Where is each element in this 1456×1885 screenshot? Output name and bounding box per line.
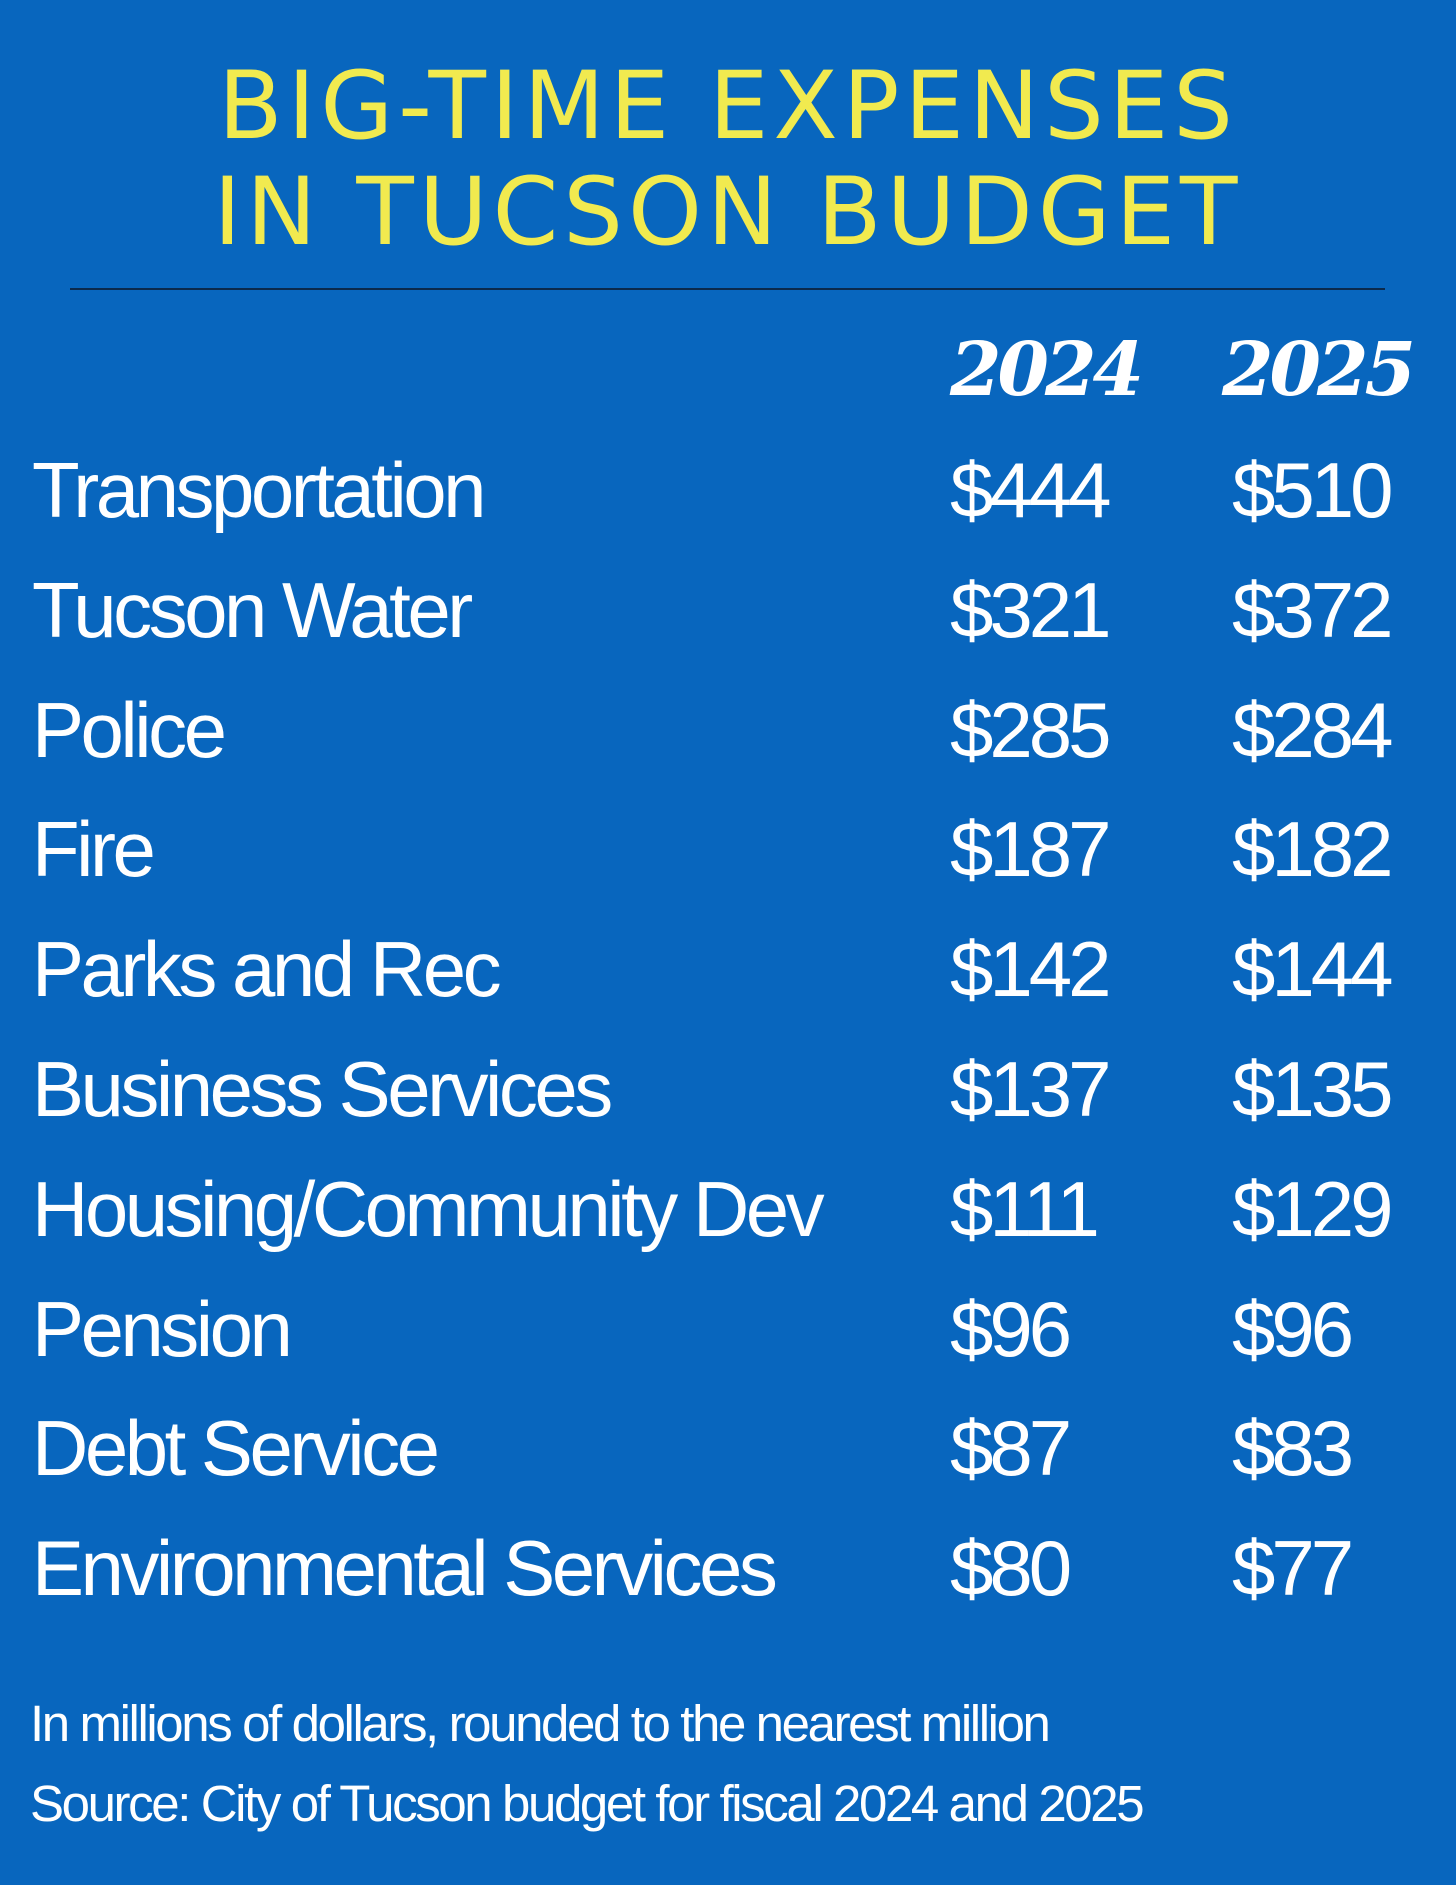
- table-row: Environmental Services $80 $77: [0, 1508, 1456, 1628]
- value-2024: $444: [950, 446, 1112, 534]
- value-2025: $129: [1232, 1164, 1394, 1253]
- row-label: Business Services: [32, 1045, 613, 1133]
- row-label: Tucson Water: [32, 565, 473, 654]
- value-2024: $142: [950, 925, 1112, 1014]
- value-2025: $182: [1232, 805, 1394, 894]
- chart-title-line-1: BIG-TIME EXPENSES: [218, 52, 1238, 161]
- table-row: Parks and Rec $142 $144: [0, 909, 1456, 1029]
- value-2024: $137: [950, 1045, 1112, 1133]
- table-row: Housing/Community Dev $111 $129: [0, 1149, 1456, 1269]
- row-label: Police: [32, 685, 227, 774]
- table-row: Transportation $444 $510: [0, 430, 1456, 550]
- table-row: Fire $187 $182: [0, 789, 1456, 909]
- value-2025: $135: [1232, 1045, 1394, 1133]
- chart-title-line-2: IN TUCSON BUDGET: [213, 158, 1243, 267]
- chart-title: BIG-TIME EXPENSES IN TUCSON BUDGET: [0, 54, 1456, 266]
- value-2025: $83: [1232, 1404, 1354, 1493]
- title-divider: [70, 288, 1385, 290]
- value-2025: $372: [1232, 565, 1394, 654]
- value-2025: $77: [1232, 1524, 1354, 1613]
- table-row: Debt Service $87 $83: [0, 1388, 1456, 1508]
- value-2024: $111: [950, 1164, 1100, 1253]
- table-row: Tucson Water $321 $372: [0, 550, 1456, 670]
- value-2025: $510: [1232, 446, 1394, 534]
- row-label: Pension: [32, 1284, 293, 1373]
- table-row: Pension $96 $96: [0, 1269, 1456, 1389]
- column-header-2025: 2025: [1222, 327, 1416, 413]
- value-2024: $96: [950, 1284, 1072, 1373]
- row-label: Parks and Rec: [32, 925, 502, 1014]
- units-note: In millions of dollars, rounded to the n…: [30, 1695, 1051, 1752]
- value-2024: $321: [950, 565, 1112, 654]
- row-label: Fire: [32, 805, 156, 894]
- value-2025: $96: [1232, 1284, 1354, 1373]
- row-label: Transportation: [32, 446, 487, 534]
- value-2024: $80: [950, 1524, 1072, 1613]
- value-2025: $144: [1232, 925, 1394, 1014]
- source-note: Source: City of Tucson budget for fiscal…: [30, 1775, 1145, 1832]
- value-2024: $285: [950, 685, 1112, 774]
- value-2025: $284: [1232, 685, 1394, 774]
- table-row: Business Services $137 $135: [0, 1029, 1456, 1149]
- table-row: Police $285 $284: [0, 670, 1456, 790]
- value-2024: $187: [950, 805, 1112, 894]
- column-header-2024: 2024: [950, 327, 1144, 413]
- row-label: Housing/Community Dev: [32, 1164, 825, 1253]
- value-2024: $87: [950, 1404, 1072, 1493]
- row-label: Debt Service: [32, 1404, 440, 1493]
- row-label: Environmental Services: [32, 1524, 778, 1613]
